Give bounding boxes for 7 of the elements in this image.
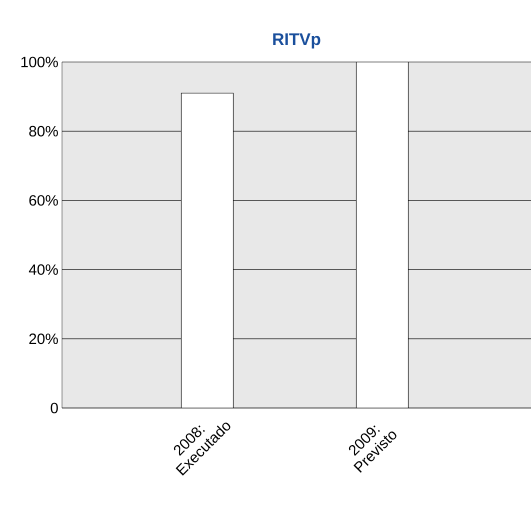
y-tick-label: 20% [29, 334, 58, 344]
y-tick-label: 100% [21, 56, 58, 68]
y-tick-label: 60% [29, 195, 58, 206]
chart-title: RITVp [273, 33, 320, 48]
y-tick-label: 40% [28, 264, 58, 275]
y-tick-label: 0 [50, 402, 58, 414]
y-tick-label: 80% [29, 126, 58, 136]
